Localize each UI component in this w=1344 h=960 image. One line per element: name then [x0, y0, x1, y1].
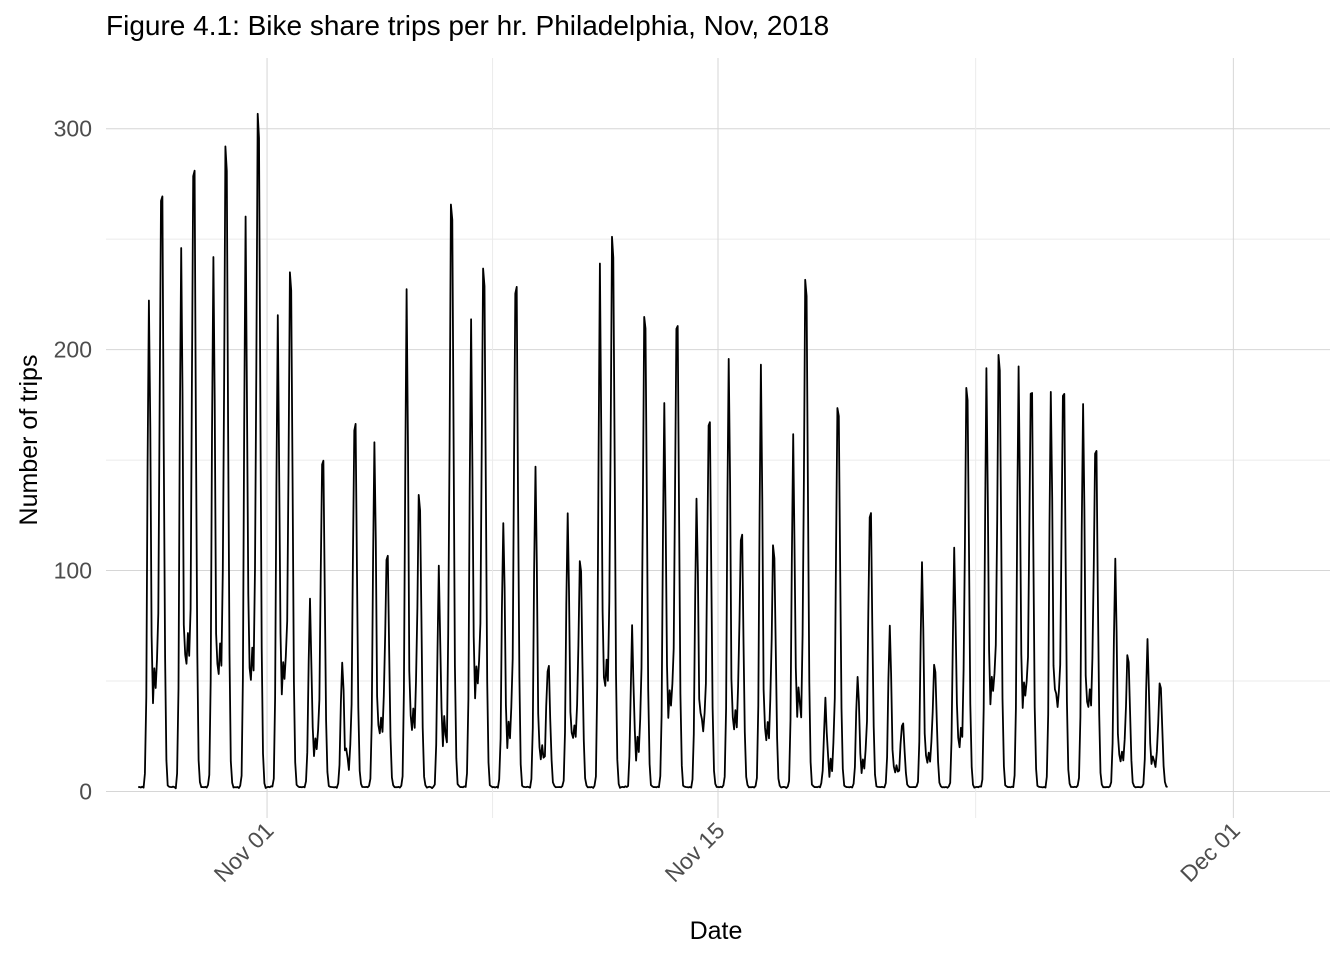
x-axis-title: Date: [690, 917, 743, 945]
y-axis-title: Number of trips: [15, 355, 43, 526]
y-axis-ticks: 0 100 200 300: [54, 116, 92, 805]
chart-title: Figure 4.1: Bike share trips per hr. Phi…: [106, 10, 830, 41]
x-tick-label: Nov 01: [209, 817, 279, 887]
grid-lines: [106, 58, 1330, 818]
y-tick-label: 0: [79, 778, 92, 804]
x-tick-label: Nov 15: [660, 817, 730, 887]
series-layer: [138, 112, 1168, 790]
x-tick-label: Dec 01: [1175, 817, 1245, 887]
series-line: [138, 112, 1168, 790]
y-tick-label: 300: [54, 116, 92, 142]
x-axis-ticks: Nov 01 Nov 15 Dec 01: [209, 817, 1245, 887]
y-tick-label: 100: [54, 558, 92, 584]
y-tick-label: 200: [54, 337, 92, 363]
